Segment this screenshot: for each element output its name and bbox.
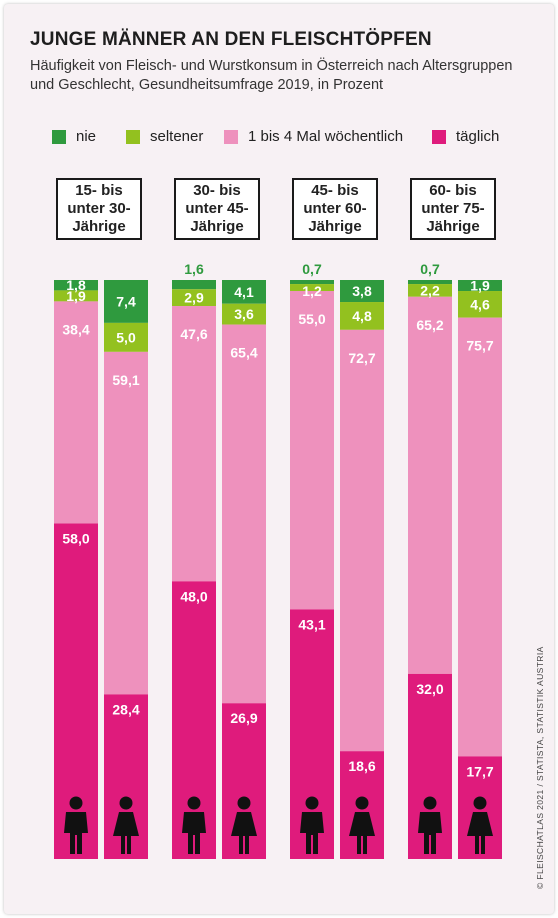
data-label-woechentlich-g2-female: 65,4 bbox=[230, 345, 257, 361]
chart-subtitle: Häufigkeit von Fleisch- und Wurstkonsum … bbox=[30, 58, 513, 93]
data-label-seltener-g2-male: 2,9 bbox=[184, 290, 204, 306]
data-label-taeglich-g4-female: 17,7 bbox=[466, 763, 493, 779]
bar-segment-nie-g3-female bbox=[340, 280, 384, 303]
data-label-nie-g1-female: 7,4 bbox=[116, 293, 136, 309]
data-label-taeglich-g2-female: 26,9 bbox=[230, 710, 257, 726]
bar-segment-nie-g3-male bbox=[290, 280, 334, 285]
female-icon-2-2 bbox=[231, 812, 257, 854]
female-icon-head-1-2 bbox=[119, 796, 133, 810]
male-icon-3-1 bbox=[300, 812, 324, 854]
legend-swatch-taeglich bbox=[432, 129, 446, 144]
legend-swatch-woechentlich bbox=[224, 129, 238, 144]
legend-item-seltener: seltener bbox=[126, 128, 203, 145]
data-label-woechentlich-g4-female: 75,7 bbox=[466, 338, 493, 354]
bar-segment-seltener-g2-female bbox=[222, 303, 266, 325]
legend-item-nie: nie bbox=[52, 128, 96, 145]
bar-segment-nie-g2-male bbox=[172, 280, 216, 290]
data-label-nie-g3-female: 3,8 bbox=[352, 283, 372, 299]
bar-segment-nie-g4-male bbox=[408, 280, 452, 285]
bar-segment-seltener-g3-male bbox=[290, 284, 334, 292]
bar-segment-woechentlich-g4-female bbox=[458, 317, 502, 757]
male-icon-1-1 bbox=[64, 812, 88, 854]
data-label-taeglich-g3-female: 18,6 bbox=[348, 758, 375, 774]
data-label-nie-g2-female: 4,1 bbox=[234, 284, 254, 300]
male-icon-head-4-1 bbox=[423, 796, 437, 810]
data-label-taeglich-g3-male: 43,1 bbox=[298, 616, 325, 632]
data-label-nie-g2-male: 1,6 bbox=[184, 261, 204, 277]
bar-segment-woechentlich-g4-male bbox=[408, 296, 452, 674]
bar-segment-woechentlich-g3-male bbox=[290, 291, 334, 610]
age-group-label-3: 45- bis unter 60- Jährige bbox=[292, 178, 378, 240]
bar-segment-nie-g2-female bbox=[222, 280, 266, 304]
legend-label-taeglich: täglich bbox=[456, 128, 500, 145]
legend-label-woechentlich: 1 bis 4 Mal wöchentlich bbox=[248, 128, 404, 145]
data-label-nie-g3-male: 0,7 bbox=[302, 261, 322, 277]
data-label-nie-g4-male: 0,7 bbox=[420, 261, 440, 277]
data-label-seltener-g4-female: 4,6 bbox=[470, 296, 490, 312]
chart-title: JUNGE MÄNNER AN DEN FLEISCHTÖPFEN bbox=[30, 29, 432, 50]
bar-segment-nie-g1-male bbox=[54, 280, 98, 291]
data-label-seltener-g3-female: 4,8 bbox=[352, 308, 372, 324]
data-label-seltener-g4-male: 2,2 bbox=[420, 282, 440, 298]
female-icon-head-2-2 bbox=[237, 796, 251, 810]
male-icon-2-1 bbox=[182, 812, 206, 854]
female-icon-head-3-2 bbox=[355, 796, 369, 810]
male-icon-4-1 bbox=[418, 812, 442, 854]
data-label-seltener-g2-female: 3,6 bbox=[234, 306, 254, 322]
age-group-label-2: 30- bis unter 45- Jährige bbox=[174, 178, 260, 240]
legend-item-woechentlich: 1 bis 4 Mal wöchentlich bbox=[224, 128, 403, 145]
bar-segment-woechentlich-g3-female bbox=[340, 329, 384, 752]
data-label-taeglich-g4-male: 32,0 bbox=[416, 681, 443, 697]
bar-segment-seltener-g2-male bbox=[172, 289, 216, 307]
bar-segment-woechentlich-g2-male bbox=[172, 306, 216, 582]
data-label-woechentlich-g4-male: 65,2 bbox=[416, 317, 443, 333]
bar-segment-nie-g1-female bbox=[104, 280, 148, 323]
female-icon-3-2 bbox=[349, 812, 375, 854]
age-group-label-4: 60- bis unter 75- Jährige bbox=[410, 178, 496, 240]
data-label-nie-g4-female: 1,9 bbox=[470, 278, 490, 294]
data-label-nie-g1-male: 1,8 bbox=[66, 277, 86, 293]
legend-item-taeglich: täglich bbox=[432, 128, 499, 145]
legend-swatch-seltener bbox=[126, 129, 140, 144]
bar-segment-seltener-g1-female bbox=[104, 322, 148, 352]
bar-segment-seltener-g3-female bbox=[340, 302, 384, 330]
bar-segment-seltener-g1-male bbox=[54, 290, 98, 302]
stacked-bar-chart: 1,81,938,458,07,45,059,128,41,62,947,648… bbox=[54, 261, 502, 859]
data-label-seltener-g3-male: 1,2 bbox=[302, 283, 322, 299]
data-label-woechentlich-g2-male: 47,6 bbox=[180, 326, 207, 342]
bar-segment-nie-g4-female bbox=[458, 280, 502, 292]
source-credit: © FLEISCHATLAS 2021 / STATISTA, STATISTI… bbox=[535, 646, 545, 889]
data-label-woechentlich-g1-male: 38,4 bbox=[62, 321, 89, 337]
data-label-seltener-g1-male: 1,9 bbox=[66, 288, 86, 304]
infographic-frame: JUNGE MÄNNER AN DEN FLEISCHTÖPFEN Häufig… bbox=[4, 4, 554, 914]
female-icon-head-4-2 bbox=[473, 796, 487, 810]
bar-segment-woechentlich-g1-female bbox=[104, 351, 148, 695]
data-label-woechentlich-g1-female: 59,1 bbox=[112, 372, 139, 388]
bar-segment-woechentlich-g1-male bbox=[54, 301, 98, 524]
legend-label-nie: nie bbox=[76, 128, 97, 145]
bar-segment-woechentlich-g2-female bbox=[222, 324, 266, 704]
male-icon-head-2-1 bbox=[187, 796, 201, 810]
data-label-taeglich-g1-female: 28,4 bbox=[112, 701, 139, 717]
age-group-label-1: 15- bis unter 30- Jährige bbox=[56, 178, 142, 240]
female-icon-4-2 bbox=[467, 812, 493, 854]
male-icon-head-1-1 bbox=[69, 796, 83, 810]
data-label-seltener-g1-female: 5,0 bbox=[116, 329, 136, 345]
bar-segment-seltener-g4-female bbox=[458, 291, 502, 318]
data-label-woechentlich-g3-male: 55,0 bbox=[298, 311, 325, 327]
male-icon-head-3-1 bbox=[305, 796, 319, 810]
legend-swatch-nie bbox=[52, 129, 66, 144]
data-label-woechentlich-g3-female: 72,7 bbox=[348, 350, 375, 366]
data-label-taeglich-g1-male: 58,0 bbox=[62, 531, 89, 547]
female-icon-1-2 bbox=[113, 812, 139, 854]
data-label-taeglich-g2-male: 48,0 bbox=[180, 588, 207, 604]
bar-segment-seltener-g4-male bbox=[408, 284, 452, 297]
legend-label-seltener: seltener bbox=[150, 128, 204, 145]
